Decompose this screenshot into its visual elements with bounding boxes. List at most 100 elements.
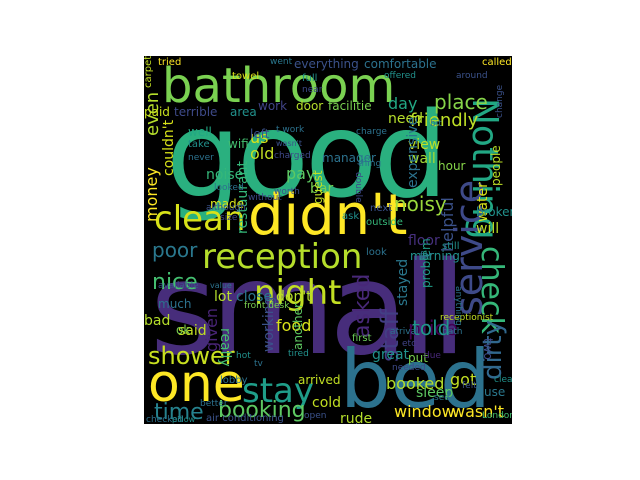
word-open: open: [304, 411, 327, 421]
word-pillow: pillow: [172, 415, 196, 424]
word-one: one: [148, 354, 245, 414]
word-terrible: terrible: [174, 105, 218, 119]
word-anything: anything: [453, 286, 463, 326]
word-offered: offered: [384, 71, 416, 81]
word-two: two: [481, 338, 495, 360]
word-place: place: [434, 90, 488, 114]
word-due: due: [424, 351, 441, 361]
word-time: time: [154, 400, 204, 424]
word-checked: checked: [146, 415, 184, 425]
word-double: double: [353, 172, 363, 203]
word-carpet: carpet: [144, 56, 154, 88]
word-sleep: sleep: [416, 385, 454, 401]
word-value: value: [210, 281, 232, 290]
word-stay: stay: [242, 371, 315, 411]
word-clean: clean: [154, 199, 246, 239]
word-ok: ok: [176, 323, 191, 337]
word-t-work: t work: [276, 125, 305, 135]
word-use: use: [484, 385, 506, 399]
word-london: London: [482, 411, 512, 421]
word-around: around: [456, 71, 488, 81]
word-ask: ask: [342, 211, 360, 222]
word-cold: cold: [312, 395, 342, 411]
word-price: price: [408, 316, 458, 340]
word-size: size: [220, 213, 238, 223]
word-wasnt: wasn't: [452, 402, 505, 421]
word-comfortable: comfortable: [364, 57, 437, 71]
word-bath: bath: [442, 327, 463, 337]
word-never: never: [188, 153, 214, 163]
word-thing: thing: [358, 159, 382, 169]
word-great: great: [372, 347, 410, 363]
word-rude: rude: [340, 411, 373, 424]
word-friendly: friendly: [410, 110, 479, 131]
word-booked: booked: [386, 374, 445, 393]
word-shower: shower: [148, 342, 235, 370]
word-stayed: stayed: [395, 258, 411, 306]
word-us: us: [250, 128, 269, 147]
word-towel: towel: [232, 71, 260, 82]
word-tried: tried: [158, 57, 182, 68]
word-air-conditioning: air conditioning: [206, 413, 284, 424]
word-felt: felt: [462, 381, 477, 391]
word-broken: broken: [476, 205, 512, 219]
word-booking: booking: [218, 398, 306, 423]
word-bathroom: bathroom: [162, 58, 396, 114]
word-full: full: [302, 73, 318, 84]
word-money: money: [144, 167, 161, 222]
word-noisy: noisy: [394, 192, 447, 216]
word-available: available: [158, 281, 199, 291]
word-charged: charged: [274, 151, 311, 161]
word-another: another: [291, 303, 305, 350]
word-told: told: [412, 316, 451, 340]
word-will: will: [476, 221, 500, 237]
word-change: change: [495, 84, 505, 118]
word-problem: problem: [419, 238, 433, 288]
word-etc: etc: [402, 339, 417, 349]
word-take: take: [188, 139, 210, 150]
word-charge: charge: [356, 127, 387, 137]
word-left: left: [250, 127, 270, 141]
word-said: said: [178, 323, 207, 339]
word-expensive: expensive: [405, 116, 421, 188]
word-arrival: arrival: [390, 327, 419, 337]
word-needed: needed: [392, 363, 426, 373]
word-morning: morning: [410, 249, 460, 263]
word-see: see: [434, 393, 450, 403]
word-floor: floor: [408, 233, 440, 249]
word-old: old: [250, 144, 275, 163]
word-day: day: [388, 94, 418, 113]
word-without: without: [248, 193, 282, 203]
word-night: night: [254, 273, 342, 313]
word-cloud: good small bed bathroom didn't reception…: [144, 56, 512, 424]
word-well: well: [188, 125, 212, 139]
word-called: called: [482, 57, 512, 68]
word-food: food: [276, 316, 312, 335]
word-good: good: [166, 86, 448, 224]
word-manager: manager: [322, 151, 376, 165]
word-people: people: [489, 145, 503, 186]
word-didnt: didn't: [248, 183, 408, 248]
word-dont: don't: [276, 289, 312, 305]
word-worth: worth: [274, 187, 300, 197]
word-near: near: [302, 85, 323, 95]
word-lot: lot: [214, 289, 232, 305]
word-paid: paid: [144, 105, 170, 119]
word-first: first: [352, 333, 372, 344]
word-next: next: [370, 203, 393, 214]
word-everything: everything: [294, 57, 359, 71]
word-wall: wall: [408, 151, 436, 167]
word-really: really: [217, 328, 233, 367]
word-reception: reception: [202, 237, 363, 277]
word-facilitie: facilitie: [328, 99, 372, 113]
word-arrived: arrived: [298, 373, 341, 387]
word-got: got: [450, 370, 477, 389]
word-poor: poor: [152, 238, 198, 262]
word-small: small: [150, 235, 467, 384]
word-bit: bit: [430, 119, 442, 129]
word-put: put: [408, 351, 428, 365]
word-noise: noise: [206, 167, 244, 183]
word-need: need: [388, 111, 423, 127]
word-cleaning: cleaning: [494, 375, 512, 385]
word-door: door: [296, 99, 324, 113]
